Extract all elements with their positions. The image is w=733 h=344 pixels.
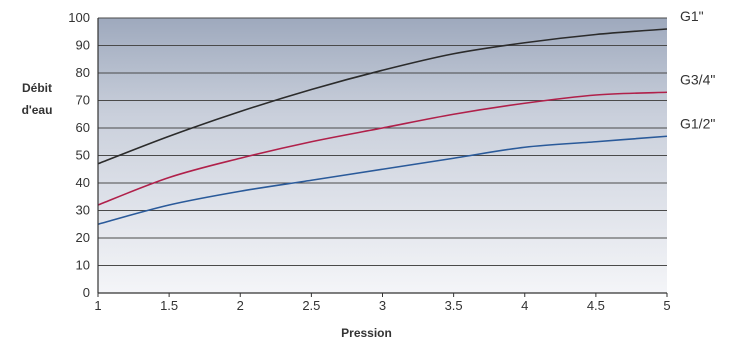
y-axis-title-line-2: d'eau: [10, 103, 64, 117]
y-tick-label: 50: [76, 148, 90, 163]
y-tick-label: 40: [76, 175, 90, 190]
x-tick-label: 2.5: [302, 298, 320, 313]
x-tick-label: 4: [521, 298, 528, 313]
x-axis-title: Pression: [0, 326, 733, 340]
x-tick-label: 1: [94, 298, 101, 313]
series-end-label: G1/2": [680, 115, 715, 131]
x-tick-label: 2: [237, 298, 244, 313]
y-tick-label: 30: [76, 203, 90, 218]
y-tick-label: 100: [68, 10, 90, 25]
y-axis-title-line-1: Débit: [10, 81, 64, 95]
series-end-label: G1": [680, 8, 704, 24]
y-tick-label: 0: [83, 285, 90, 300]
y-tick-label: 60: [76, 120, 90, 135]
series-end-labels: G1" G3/4" G1/2": [680, 8, 715, 131]
y-tick-label: 20: [76, 230, 90, 245]
y-tick-label: 10: [76, 258, 90, 273]
y-tick-label: 80: [76, 65, 90, 80]
x-tick-label: 5: [663, 298, 670, 313]
x-tick-label: 3.5: [445, 298, 463, 313]
series-end-label: G3/4": [680, 71, 715, 87]
x-tick-label: 4.5: [587, 298, 605, 313]
x-tick-label: 1.5: [160, 298, 178, 313]
y-tick-label: 90: [76, 38, 90, 53]
y-tick-label: 70: [76, 93, 90, 108]
x-tick-label: 3: [379, 298, 386, 313]
